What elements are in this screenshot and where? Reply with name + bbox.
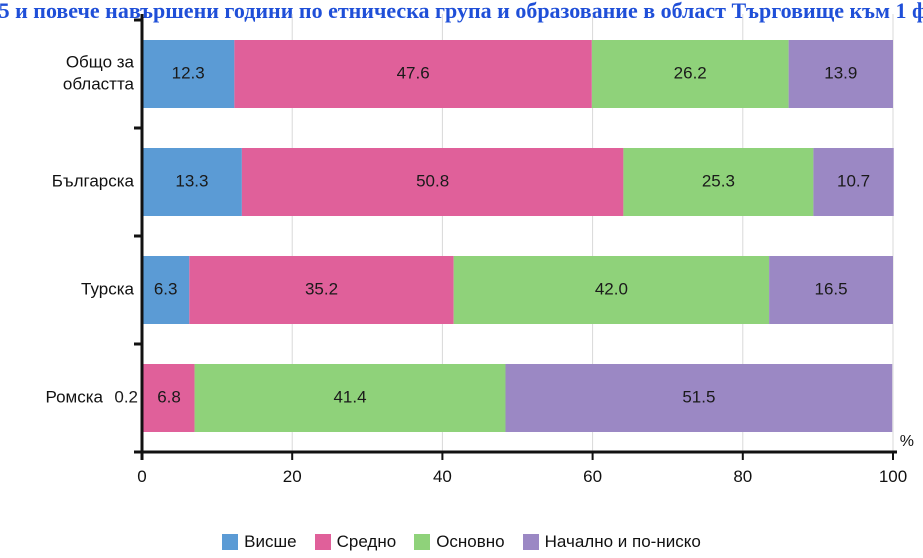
bar-segment xyxy=(234,40,592,108)
bar-segment xyxy=(142,148,242,216)
data-label: 41.4 xyxy=(333,387,366,406)
bar-segment xyxy=(142,40,235,108)
bar-segment xyxy=(241,148,624,216)
x-tick-label: 40 xyxy=(433,467,452,486)
data-label: 47.6 xyxy=(397,63,430,82)
bar-segment xyxy=(813,148,894,216)
axes xyxy=(134,14,897,460)
legend: Висше Средно Основно Начално и по-ниско xyxy=(0,532,923,552)
legend-label: Висше xyxy=(244,532,297,551)
data-label: 13.3 xyxy=(175,171,208,190)
x-tick-label: 0 xyxy=(137,467,146,486)
chart-title: Население на 25 и повече навършени годин… xyxy=(0,0,923,23)
bar-segment xyxy=(143,364,195,432)
legend-item: Основно xyxy=(414,532,505,552)
bar-segment xyxy=(189,256,454,324)
x-tick-label: 60 xyxy=(583,467,602,486)
bar-segment xyxy=(505,364,893,432)
x-tick-label: 20 xyxy=(283,467,302,486)
data-label: 42.0 xyxy=(595,279,628,298)
category-label: Турска xyxy=(81,279,135,298)
legend-swatch xyxy=(522,534,539,550)
legend-item: Висше xyxy=(222,532,297,552)
bar-segment xyxy=(591,40,789,108)
data-label: 26.2 xyxy=(674,63,707,82)
legend-label: Начално и по-ниско xyxy=(544,532,701,551)
data-label: 6.8 xyxy=(157,387,181,406)
data-label: 50.8 xyxy=(416,171,449,190)
x-tick-label: 80 xyxy=(733,467,752,486)
category-label: Общо за областта xyxy=(63,52,135,93)
legend-swatch xyxy=(222,534,239,550)
data-label: 10.7 xyxy=(837,171,870,190)
category-label: Ромска xyxy=(46,387,104,406)
x-tick-label: 100 xyxy=(879,467,907,486)
data-label: 16.5 xyxy=(814,279,847,298)
bar-segment xyxy=(194,364,506,432)
category-label: Българска xyxy=(52,171,135,190)
data-label: 35.2 xyxy=(305,279,338,298)
labels: 12.3 47.6 26.2 13.9 Общо за областта 13.3 50.8 2… xyxy=(46,52,915,486)
bar-segment xyxy=(623,148,814,216)
bars xyxy=(142,40,894,432)
bar-segment xyxy=(453,256,770,324)
data-label: 25.3 xyxy=(702,171,735,190)
legend-item: Начално и по-ниско xyxy=(522,532,701,552)
legend-swatch xyxy=(314,534,331,550)
x-unit-label: % xyxy=(900,433,914,450)
data-label: 6.3 xyxy=(154,279,178,298)
data-label: 12.3 xyxy=(172,63,205,82)
bar-segment xyxy=(769,256,893,324)
legend-label: Основно xyxy=(436,532,505,551)
data-label: 0.2 xyxy=(114,387,138,406)
data-label: 13.9 xyxy=(824,63,857,82)
legend-item: Средно xyxy=(314,532,397,552)
legend-swatch xyxy=(414,534,431,550)
bar-segment xyxy=(788,40,893,108)
data-label: 51.5 xyxy=(682,387,715,406)
bar-segment xyxy=(142,256,190,324)
legend-label: Средно xyxy=(336,532,397,551)
